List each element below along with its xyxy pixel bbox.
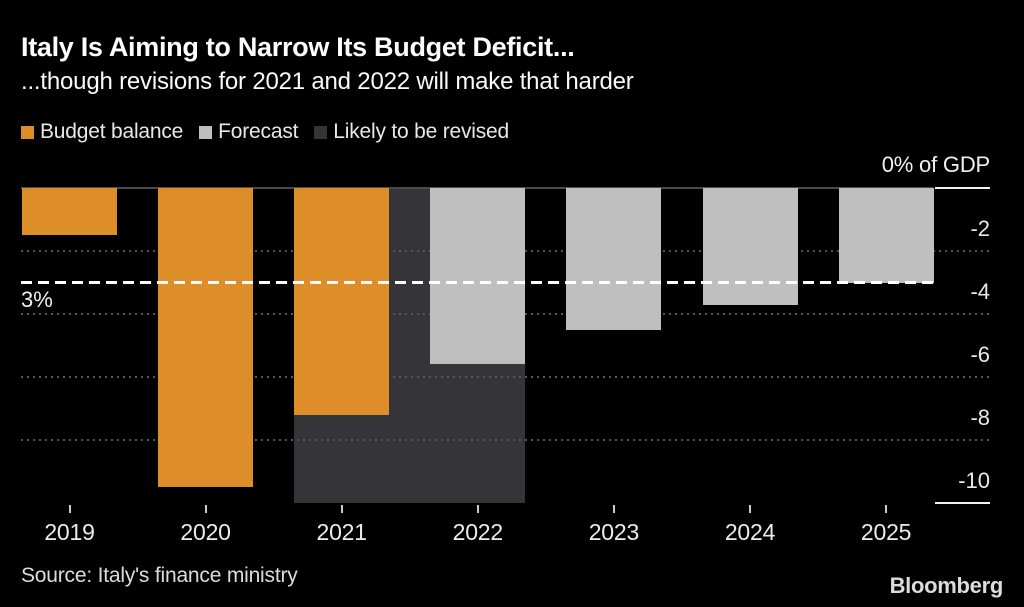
bar-forecast-2022 [430,188,526,365]
legend-swatch [314,125,328,139]
x-axis-tick [749,505,751,513]
x-axis-tick [885,505,888,513]
bar-budget-balance-2020 [158,188,254,488]
bar-forecast-2023 [566,188,662,330]
legend-swatch [199,125,213,139]
axis-edge-segment [935,187,990,189]
legend-swatch [21,125,34,139]
x-axis-label: 2023 [588,519,640,545]
bloomberg-logo: Bloomberg [889,573,1004,598]
x-axis-label: 2024 [724,519,776,545]
x-axis-tick [204,505,207,513]
legend: Budget balance Forecast Likely to be revis… [21,120,509,144]
legend-label: Forecast [218,120,299,143]
x-axis-label: 2022 [452,519,504,545]
chart-title: Italy Is Aiming to Narrow Its Budget Def… [21,32,575,62]
gridline [21,376,990,378]
bar-forecast-2025 [838,188,934,283]
x-axis-tick [612,505,615,513]
x-axis-label: 2020 [180,519,231,545]
bar-forecast-2024 [702,188,798,305]
gridline [21,439,990,441]
reference-line-dashed [21,281,933,284]
axis-edge-segment [935,502,990,504]
y-axis-unit-label: 0% of GDP [881,152,990,177]
y-axis-label: -4 [970,279,990,304]
source-label: Source: Italy's finance ministry [21,564,298,587]
x-axis-tick [476,505,479,513]
bar-budget-balance-2019 [22,188,117,236]
y-axis-label: -10 [958,468,990,493]
chart-subtitle: ...though revisions for 2021 and 2022 wi… [21,68,634,95]
y-axis-label: -8 [970,405,990,430]
reference-line-label: 3% [21,287,53,312]
x-axis-tick [68,505,71,513]
bar-budget-balance-2021 [294,188,390,415]
x-axis-label: 2021 [316,519,368,545]
legend-item-likely-to-be-revised: Likely to be revised [314,120,509,144]
legend-item-budget-balance: Budget balance [21,120,183,144]
x-axis-label: 2025 [860,519,912,545]
x-axis-label: 2019 [44,519,95,545]
legend-item-forecast: Forecast [199,120,298,144]
x-axis-tick [340,505,343,513]
y-axis-label: -6 [970,342,990,367]
legend-label: Budget balance [40,120,184,143]
legend-label: Likely to be revised [333,120,510,143]
y-axis-label: -2 [970,216,990,241]
